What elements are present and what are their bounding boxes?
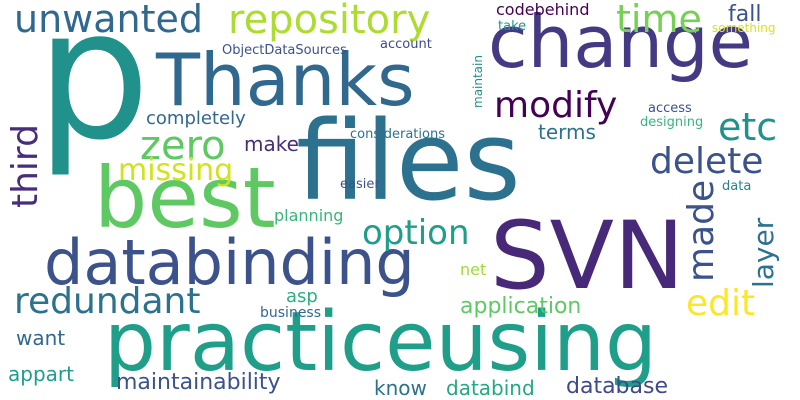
word-files: files [296,97,521,225]
word-modify: modify [494,85,618,126]
word-objectdatasources: ObjectDataSources [222,43,347,58]
word-designing: designing [640,115,704,130]
word-layer: layer [747,217,780,288]
word-account: account [380,37,432,52]
word-zero: zero [140,123,226,169]
word-access: access [648,101,692,116]
word-delete: delete [650,141,764,182]
word-know: know [374,376,427,400]
word-maintain: maintain [471,55,485,108]
word-made: made [681,179,722,282]
word-terms: terms [538,120,596,144]
word-missing: missing [118,153,234,188]
word-practiceusing: practiceusing [104,295,658,390]
word-databinding: databinding [44,226,415,299]
word-thanks: Thanks [156,38,415,122]
word-asp: asp [286,286,318,307]
word-svn: SVN [490,202,685,311]
word-etc: etc [718,105,778,149]
word-application: application [460,294,582,319]
word-repository: repository [228,0,431,43]
word-fall: fall [728,2,762,27]
word-maintainability: maintainability [116,370,281,395]
word-considerations: considerations [350,127,445,142]
word-easier: easier [340,177,380,192]
word-third: third [5,124,46,208]
word-best: best [94,149,276,247]
word-codebehind: codebehind [496,0,590,19]
word-business: business [260,305,322,321]
word-p: p [36,0,151,180]
word-database: database [566,374,668,399]
word-redundant: redundant [14,281,201,322]
word-something: something [712,21,776,35]
word-make: make [244,132,299,156]
word-databind: databind [446,376,535,400]
word-unwanted: unwanted [14,0,204,41]
word-option: option [362,213,470,253]
word-time: time [616,0,702,41]
word-want: want [16,326,66,350]
word-net: net [460,260,487,279]
word-data: data [722,179,752,194]
word-edit: edit [686,283,756,324]
word-take: take [498,19,527,34]
word-change: change [488,0,753,84]
word-completely: completely [146,108,246,129]
word-planning: planning [274,206,344,225]
word-appart: appart [8,362,74,386]
